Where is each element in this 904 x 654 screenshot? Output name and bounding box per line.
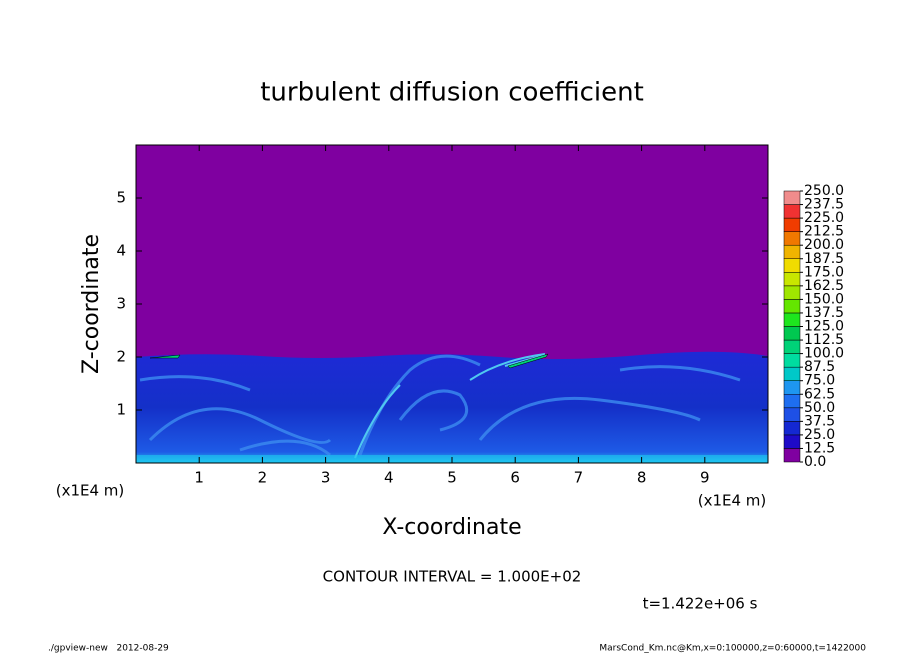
field [136, 145, 768, 463]
x-tick-label: 1 [194, 469, 204, 487]
footer-right: MarsCond_Km.nc@Km,x=0:100000,z=0:60000,t… [599, 644, 866, 654]
colorbar-box [783, 434, 801, 449]
colorbar-label: 50.0 [804, 400, 835, 416]
x-tick-label: 8 [637, 469, 647, 487]
colorbar-box [783, 285, 801, 300]
y-tick-label: 5 [116, 189, 126, 207]
y-tick-label: 1 [116, 401, 126, 419]
y-axis-title: Z-coordinate [79, 234, 104, 374]
colorbar-box [783, 448, 801, 463]
y-tick-label: 4 [116, 242, 126, 260]
colorbar-box [783, 421, 801, 436]
colorbar-box [783, 204, 801, 219]
colorbar-label: 237.5 [804, 197, 844, 213]
y-tick-label: 2 [116, 348, 126, 366]
colorbar-box [783, 353, 801, 368]
x-tick-label: 4 [384, 469, 394, 487]
colorbar-label: 12.5 [804, 440, 835, 456]
colorbar-label: 200.0 [804, 237, 844, 253]
colorbar-box [783, 244, 801, 259]
colorbar-label: 175.0 [804, 264, 844, 280]
x-axis-title: X-coordinate [382, 515, 521, 540]
colorbar-label: 162.5 [804, 278, 844, 294]
colorbar-label: 150.0 [804, 291, 844, 307]
colorbar-box [783, 231, 801, 246]
chart-title: turbulent diffusion coefficient [260, 78, 644, 108]
colorbar-box [783, 326, 801, 341]
colorbar-box [783, 339, 801, 354]
colorbar-label: 125.0 [804, 319, 844, 335]
colorbar-label: 225.0 [804, 210, 844, 226]
colorbar-label: 250.0 [804, 183, 844, 199]
colorbar-label: 62.5 [804, 386, 835, 402]
colorbar-box [783, 190, 801, 205]
x-tick-label: 9 [700, 469, 710, 487]
contour-interval: CONTOUR INTERVAL = 1.000E+02 [323, 568, 582, 586]
x-tick-label: 5 [447, 469, 457, 487]
colorbar-box [783, 394, 801, 409]
colorbar-box [783, 258, 801, 273]
colorbar-box [783, 312, 801, 327]
x-tick-label: 3 [321, 469, 331, 487]
colorbar-box [783, 272, 801, 287]
colorbar-box [783, 217, 801, 232]
colorbar-label: 87.5 [804, 359, 835, 375]
colorbar-box [783, 299, 801, 314]
colorbar-box [783, 366, 801, 381]
y-tick-label: 3 [116, 295, 126, 313]
time-label: t=1.422e+06 s [643, 595, 758, 613]
x-tick-label: 2 [258, 469, 268, 487]
x-unit: (x1E4 m) [56, 482, 125, 500]
colorbar-label: 212.5 [804, 224, 844, 240]
colorbar-label: 112.5 [804, 332, 844, 348]
colorbar-box [783, 380, 801, 395]
footer-left: ./gpview-new 2012-08-29 [48, 644, 169, 654]
colorbar-label: 187.5 [804, 251, 844, 267]
colorbar-label: 137.5 [804, 305, 844, 321]
colorbar-label: 0.0 [804, 454, 826, 470]
x-unit: (x1E4 m) [698, 492, 767, 510]
x-tick-label: 7 [574, 469, 584, 487]
colorbar-label: 100.0 [804, 346, 844, 362]
x-tick-label: 6 [510, 469, 520, 487]
colorbar-label: 75.0 [804, 373, 835, 389]
colorbar-label: 25.0 [804, 427, 835, 443]
colorbar-box [783, 407, 801, 422]
colorbar-label: 37.5 [804, 413, 835, 429]
